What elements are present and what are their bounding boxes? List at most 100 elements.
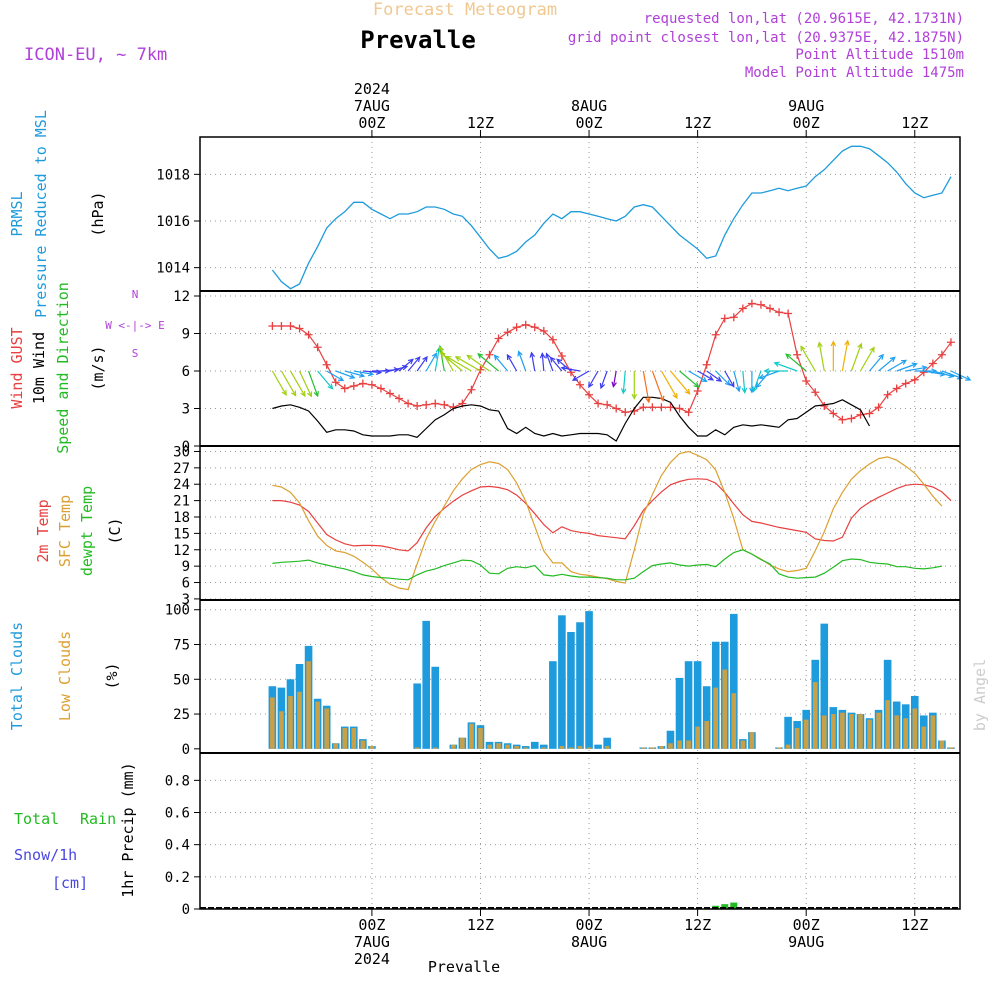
low-cloud-bar bbox=[731, 693, 737, 749]
wind-arrow bbox=[494, 355, 509, 372]
y-tick-label: 0.6 bbox=[165, 806, 190, 822]
low-cloud-bar bbox=[831, 714, 836, 749]
total-cloud-bar bbox=[558, 615, 566, 749]
gust-marker bbox=[530, 323, 539, 332]
gust-marker bbox=[331, 378, 340, 387]
wind-arrow-head bbox=[571, 375, 579, 381]
wind-arrow bbox=[600, 370, 608, 389]
total-cloud-bar bbox=[784, 716, 792, 749]
gust-marker bbox=[901, 379, 910, 388]
sfc-temp-line bbox=[272, 450, 943, 591]
gust-marker bbox=[603, 400, 612, 409]
wind-arrow-head bbox=[439, 351, 446, 358]
total-cloud-bar bbox=[567, 631, 575, 749]
low-cloud-bar bbox=[414, 747, 420, 749]
low-cloud-bar bbox=[894, 715, 899, 749]
wind-arrow bbox=[752, 370, 762, 392]
total-cloud-bar bbox=[603, 737, 611, 749]
wind-arrow-head bbox=[911, 362, 918, 368]
compass-s: S bbox=[132, 347, 139, 360]
cloud-unit: (%) bbox=[103, 662, 121, 689]
station-title: Prevalle bbox=[360, 26, 476, 54]
gust-marker bbox=[720, 314, 729, 323]
temp2m-label: 2m Temp bbox=[34, 499, 52, 562]
gust-marker bbox=[548, 335, 557, 344]
y-tick-label: 1016 bbox=[156, 214, 190, 230]
y-tick-label: 50 bbox=[173, 672, 190, 688]
low-cloud-bar bbox=[858, 714, 863, 749]
low-cloud-bar bbox=[487, 744, 492, 749]
gust-marker bbox=[675, 404, 684, 413]
gust-marker bbox=[865, 409, 874, 418]
gust-marker bbox=[775, 308, 784, 317]
time-label-top: 12Z bbox=[467, 114, 494, 132]
snow-label: Snow/1h bbox=[14, 846, 77, 864]
wind-speed-line bbox=[272, 396, 871, 442]
wind-arrow-head bbox=[338, 375, 345, 382]
low-cloud-bar bbox=[469, 723, 474, 749]
gust-marker bbox=[648, 403, 657, 412]
low-cloud-bar bbox=[704, 721, 709, 749]
low-cloud-bar bbox=[921, 726, 927, 749]
wind-arrow bbox=[550, 357, 563, 372]
compass-n: N bbox=[132, 288, 139, 301]
wind-arrow bbox=[622, 370, 626, 394]
low-cloud-bar bbox=[885, 700, 890, 749]
pressure-label: PRMSL bbox=[8, 191, 26, 236]
wind-arrow bbox=[800, 346, 816, 372]
rain-bar bbox=[721, 904, 729, 909]
low-cloud-bar bbox=[686, 740, 691, 749]
y-tick-label: 27 bbox=[173, 461, 190, 477]
time-label-top: 00Z bbox=[793, 114, 820, 132]
wind-arrow-head bbox=[900, 359, 908, 365]
low-cloud-bar bbox=[722, 669, 728, 749]
gust-marker bbox=[295, 324, 304, 333]
low-cloud-bar bbox=[351, 727, 357, 749]
wind-arrow-head bbox=[620, 388, 627, 395]
low-cloud-bar bbox=[523, 747, 529, 749]
gust-marker bbox=[793, 350, 802, 359]
rain-bar bbox=[730, 902, 738, 909]
wind-arrow-head bbox=[693, 382, 700, 388]
wind-arrow-head bbox=[549, 356, 556, 363]
wind-arrow bbox=[688, 370, 707, 382]
gust-marker bbox=[928, 359, 937, 368]
time-label-top: 2024 bbox=[354, 80, 390, 98]
wind-arrow-head bbox=[313, 390, 319, 398]
wind-arrow bbox=[715, 370, 731, 386]
dewpt-line bbox=[272, 549, 943, 581]
low-cloud-bar bbox=[604, 746, 610, 749]
gridpoint-coords: grid point closest lon,lat (20.9375E, 42… bbox=[568, 30, 964, 46]
wind-arrow-head bbox=[393, 367, 400, 373]
low-cloud-bar bbox=[505, 744, 510, 749]
wind-arrow-head bbox=[588, 381, 594, 389]
wind-arrow bbox=[317, 370, 333, 390]
low-cloud-bar bbox=[315, 701, 320, 749]
gust-marker bbox=[838, 415, 847, 424]
wind-arrow bbox=[530, 352, 536, 372]
wind-arrow-head bbox=[684, 388, 691, 395]
low-cloud-bar bbox=[568, 747, 574, 749]
total-cloud-bar bbox=[431, 666, 440, 749]
gust-marker bbox=[422, 400, 431, 409]
gust-marker bbox=[367, 380, 376, 389]
total-cloud-bar bbox=[594, 744, 602, 749]
wind-arrow-head bbox=[445, 355, 452, 362]
total-cloud-bar bbox=[585, 611, 593, 749]
wind-arrow bbox=[785, 353, 807, 372]
y-tick-label: 30 bbox=[173, 444, 190, 460]
wind-arrow bbox=[561, 367, 581, 372]
wind-arrow-head bbox=[752, 386, 758, 393]
total-cloud-bar bbox=[576, 622, 584, 749]
wind-arrow-head bbox=[556, 358, 563, 365]
low-cloud-bar bbox=[794, 727, 800, 749]
low-cloud-bar bbox=[288, 695, 293, 749]
wind-arrow-head bbox=[529, 351, 536, 358]
low-cloud-bar bbox=[451, 744, 456, 749]
total-cloud-bar bbox=[684, 661, 693, 749]
time-label-top: 12Z bbox=[684, 114, 711, 132]
wind-arrow-head bbox=[773, 361, 780, 367]
gust-marker bbox=[585, 390, 594, 399]
wind-arrow bbox=[455, 356, 481, 372]
wind-arrow-head bbox=[631, 393, 638, 400]
